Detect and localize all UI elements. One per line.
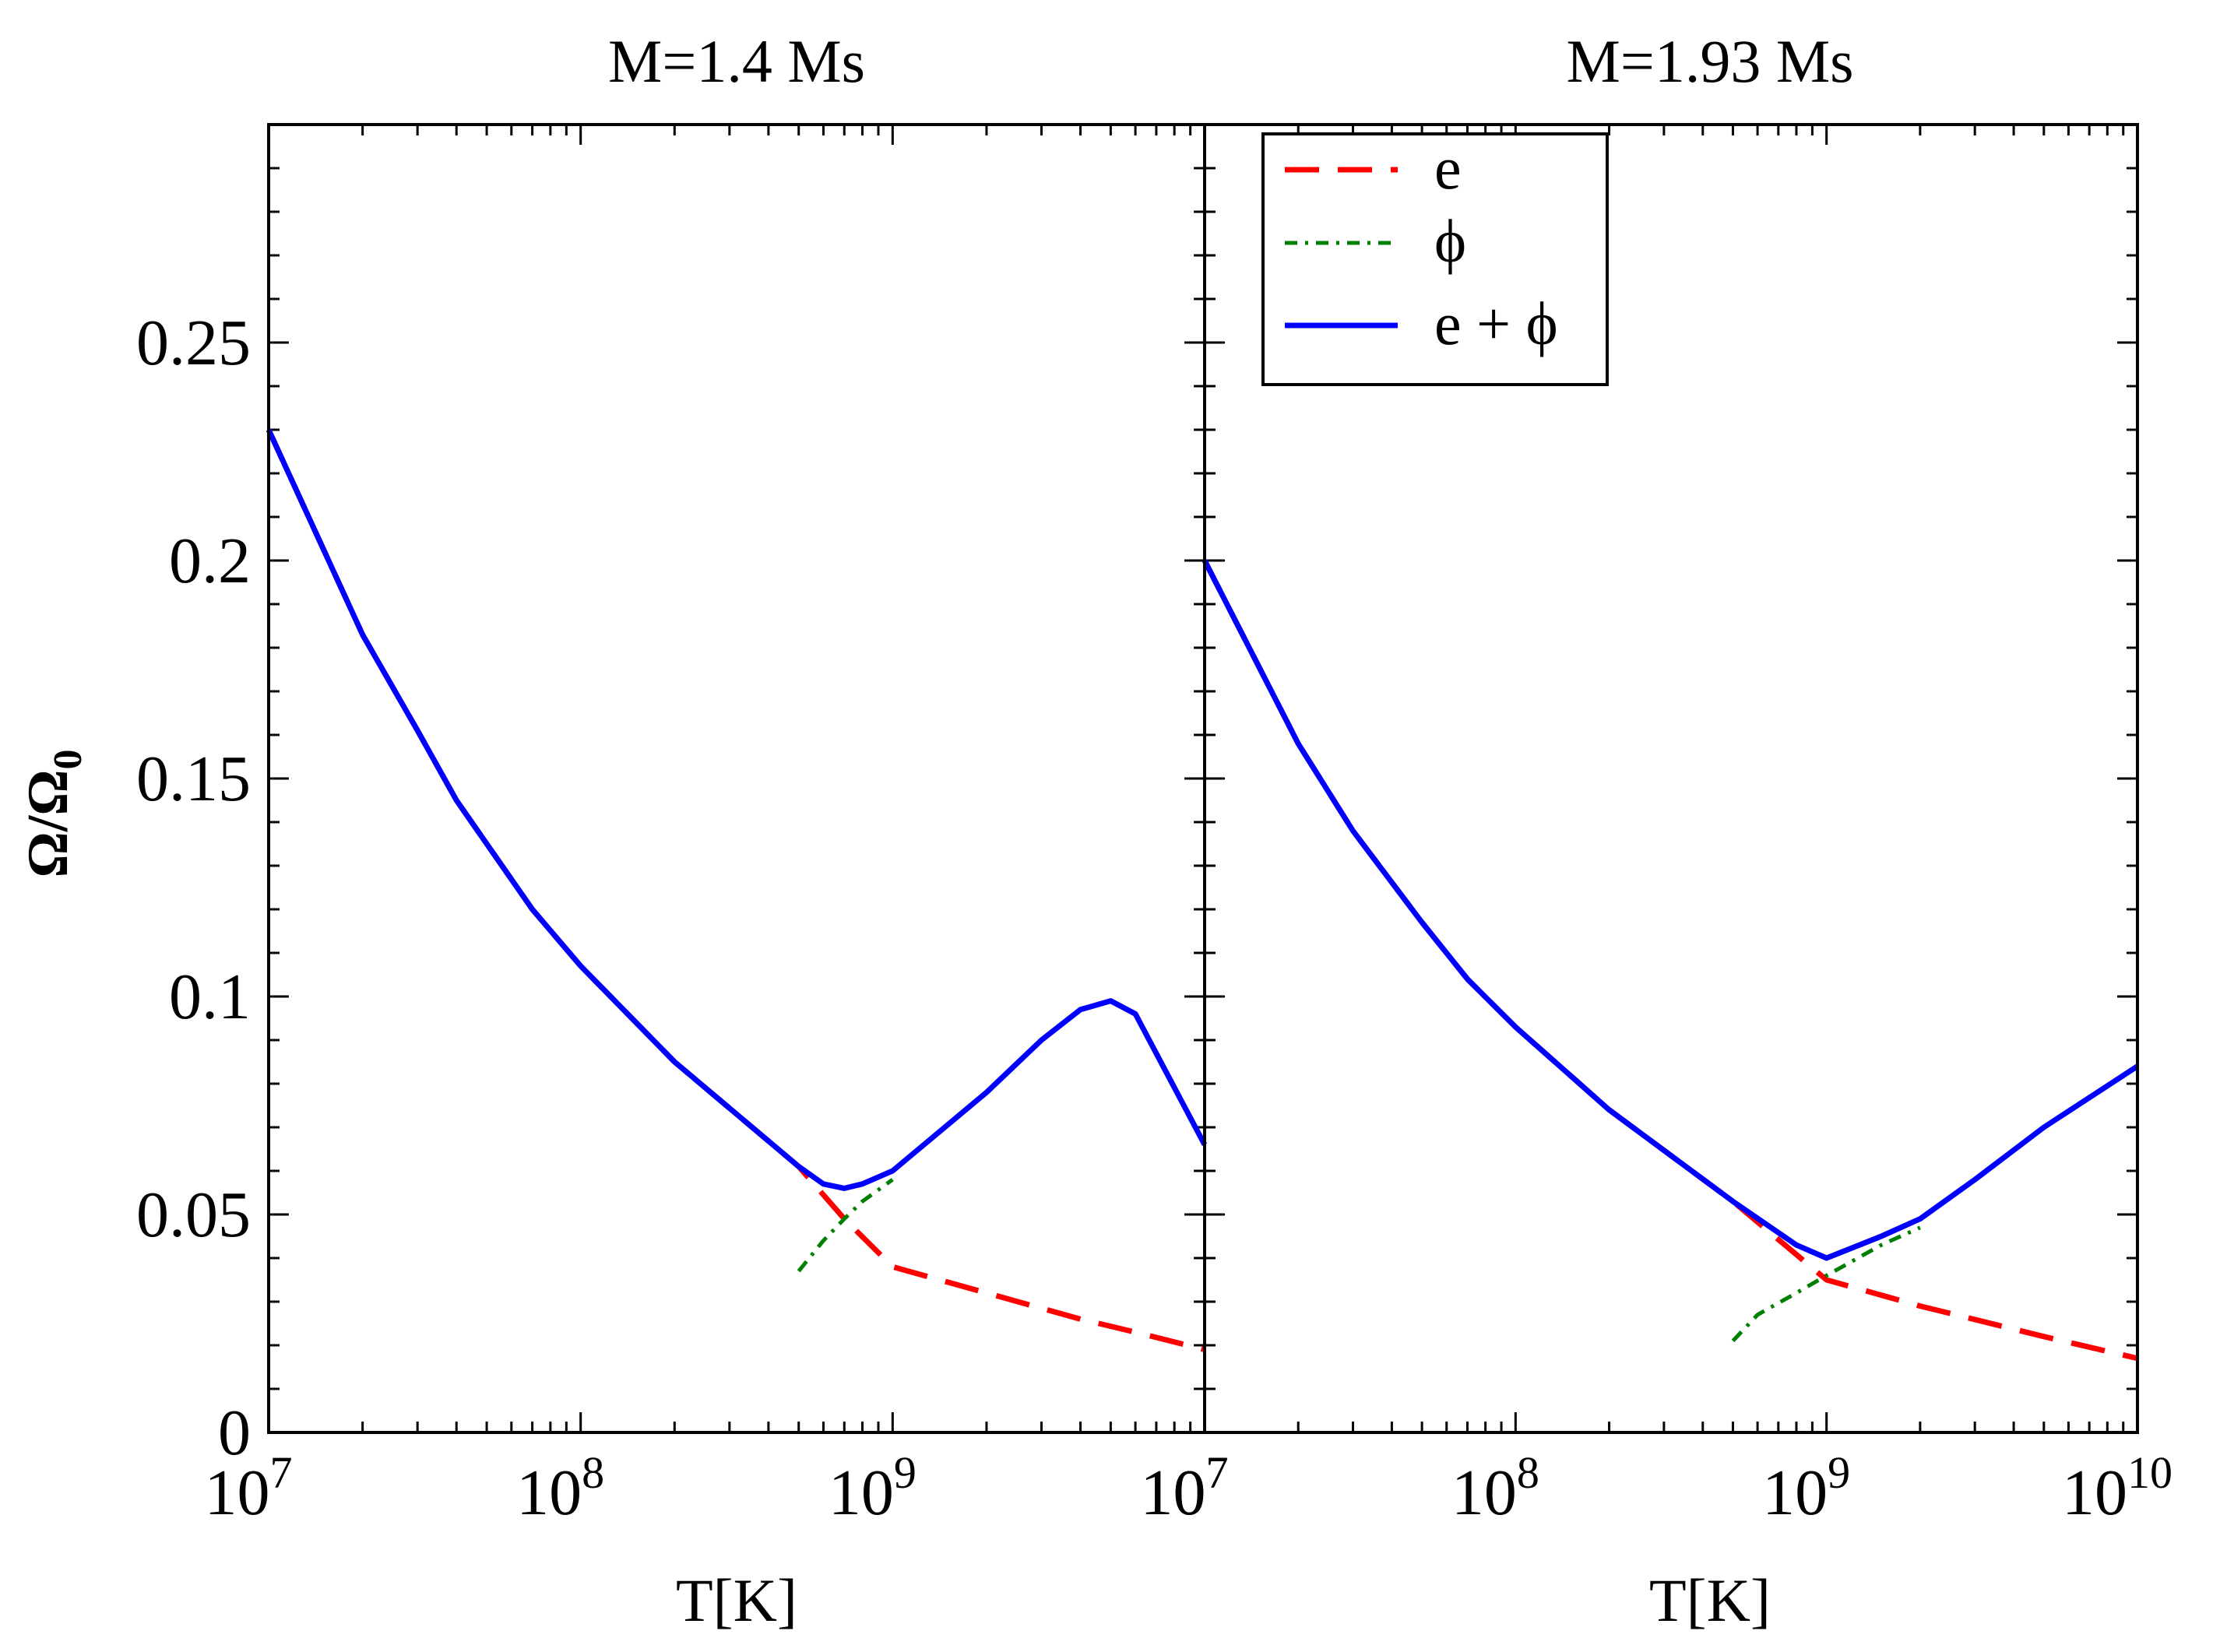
series-layer [1201, 559, 2139, 1362]
plot-frame [1203, 123, 2139, 1434]
x-tick-label-exponent: 8 [582, 1447, 604, 1498]
x-tick-label-base: 10 [1141, 1457, 1206, 1529]
legend-label-phi: ϕ [1434, 207, 1466, 275]
x-tick-label: 109 [1762, 1447, 1850, 1529]
y-tick-label: 0.25 [136, 307, 251, 379]
x-tick-label: 109 [829, 1447, 917, 1529]
series-line-phi [1731, 1225, 1921, 1343]
x-tick-label: 107 [205, 1447, 293, 1529]
y-axis-label-main: Ω/Ω [16, 769, 80, 877]
x-tick-label-exponent: 8 [1517, 1447, 1539, 1498]
x-tick-label-base: 10 [2062, 1457, 2127, 1529]
x-tick-label-base: 10 [829, 1457, 894, 1529]
tick-label-layer: 107 108 109 107 [205, 1447, 1229, 1529]
panel-left: M=1.4 Ms 107 108 109 107 T[K] [205, 27, 1229, 1634]
panel-right: M=1.93 Ms 107 108 109 1010 T[K] [1141, 27, 2173, 1634]
panel-title: M=1.4 Ms [608, 27, 865, 95]
x-tick-label-exponent: 7 [1206, 1447, 1229, 1498]
y-axis-label: Ω/Ω0 [16, 749, 90, 877]
panel-title: M=1.93 Ms [1566, 27, 1853, 95]
tick-label-layer: 107 108 109 1010 [1141, 1447, 2173, 1529]
legend-box [1261, 132, 1609, 386]
x-tick-label-exponent: 7 [1206, 1447, 1229, 1498]
y-tick-label: 0.2 [169, 525, 251, 597]
x-tick-label-exponent: 7 [270, 1447, 293, 1498]
y-tick-label: 0.15 [136, 743, 251, 815]
x-tick-label-base: 10 [516, 1457, 582, 1529]
legend-label-e: e [1434, 134, 1462, 202]
x-axis-label: T[K] [1649, 1566, 1771, 1634]
x-tick-label-exponent: 9 [1828, 1447, 1850, 1498]
y-tick-label: 0.05 [136, 1179, 251, 1251]
legend-items: eϕ e + ϕ [1285, 134, 1558, 357]
x-tick-label-exponent: 10 [2127, 1447, 2173, 1498]
series-layer [266, 428, 1208, 1352]
series-line-phi [797, 1178, 894, 1273]
series-line-sum [1201, 559, 2139, 1261]
series-line-sum [266, 428, 1208, 1191]
x-tick-label-exponent: 9 [894, 1447, 917, 1498]
x-tick-label: 108 [516, 1447, 604, 1529]
y-tick-label: 0.1 [169, 961, 251, 1033]
x-tick-label: 1010 [2062, 1447, 2173, 1529]
tick-layer [1203, 123, 2139, 1434]
x-tick-label: 107 [1141, 1447, 1229, 1529]
x-tick-label-base: 10 [1141, 1457, 1206, 1529]
legend: eϕ e + ϕ [1261, 132, 1609, 386]
x-tick-label: 107 [1141, 1447, 1229, 1529]
legend-label-sum: e + ϕ [1434, 290, 1558, 357]
y-axis-label-subscript: 0 [46, 749, 90, 769]
x-axis-label: T[K] [676, 1566, 797, 1634]
x-tick-label-base: 10 [1451, 1457, 1517, 1529]
x-tick-label-base: 10 [205, 1457, 270, 1529]
y-tick-label: 0 [218, 1397, 251, 1469]
x-tick-label-base: 10 [1762, 1457, 1828, 1529]
x-tick-label: 108 [1451, 1447, 1539, 1529]
y-tick-labels: 0 0.05 0.1 0.15 0.2 0.25 [136, 307, 251, 1469]
